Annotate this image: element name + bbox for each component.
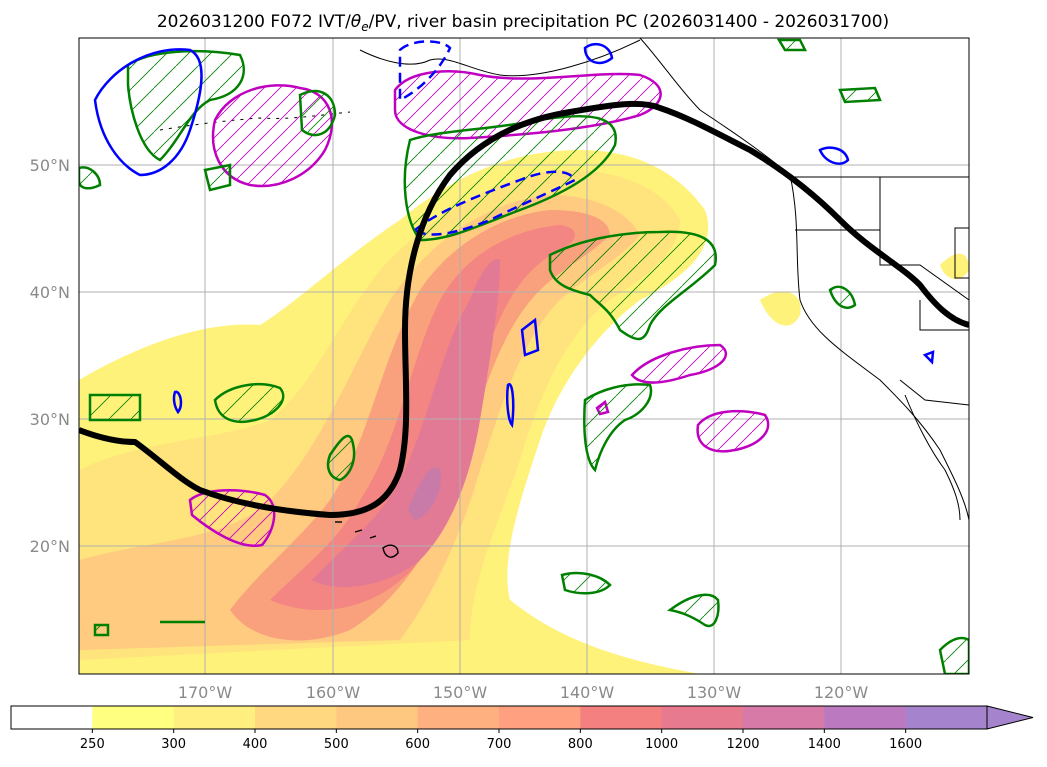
lat-tick-label: 20°N [30,537,70,556]
lon-tick-label: 130°W [687,683,742,702]
state-border-az [919,300,969,331]
colorbar-label: 1600 [889,737,922,752]
colorbar-segment [11,706,93,729]
colorbar-label: 800 [568,737,593,752]
pv-blue-mid [520,317,540,357]
lat-tick-labels: 20°N 30°N 40°N 50°N [30,156,70,556]
precip-region-mid-pacific-east [630,343,727,384]
pv-blue-small-east [922,350,935,365]
colorbar-segment [824,706,907,729]
pv-green-aleutian [126,49,245,162]
lat-tick-label: 50°N [30,156,70,175]
state-box [954,227,969,279]
pv-green-south [560,571,612,595]
pv-green-top [776,38,808,52]
colorbar-segment [905,706,988,729]
colorbar-segment [743,706,825,729]
colorbar-segment [255,706,337,729]
colorbar-segment [661,706,744,729]
pv-contours-green [79,38,969,674]
north-america-coastline [639,38,969,521]
pv-blue-canada [818,146,850,165]
colorbar-label: 1200 [726,737,759,752]
pv-green-subtropical [583,383,653,473]
oahu [354,529,363,533]
lat-tick-label: 40°N [30,283,70,302]
colorbar-segment [580,706,663,729]
pv-green-east-pacific [548,230,717,341]
pv-green-small-sw [93,623,110,637]
colorbar-label: 1000 [645,737,678,752]
lon-tick-label: 120°W [814,683,869,702]
colorbar-segment [173,706,256,729]
pv-blue-mid-south [505,383,515,429]
pv-green-aleutian-east [298,89,337,137]
big-island [382,544,399,558]
colorbar-label: 1400 [808,737,841,752]
pv-green-west-box [88,393,142,422]
colorbar-extend-max [986,705,1034,730]
pv-blue-aleutian [93,48,203,177]
pv-green-california [828,285,857,309]
colorbar-segment [92,706,175,729]
map-area [79,38,969,674]
pv-green-corner [938,636,969,674]
lon-tick-label: 140°W [560,683,615,702]
figure-title: 2026031200 F072 IVT/θe/PV, river basin p… [157,12,889,34]
ivt-band-1100 [312,259,500,588]
baja-california [904,394,961,521]
map-frame [78,37,970,675]
lon-tick-label: 160°W [306,683,361,702]
maui [369,535,377,539]
pv-green-small-nw [203,163,232,192]
colorbar-label: 600 [405,737,430,752]
colorbar: 250 300 400 500 600 700 800 1000 1200 1400 1600 [10,705,1034,752]
lon-tick-labels: 170°W 160°W 150°W 140°W 130°W 120°W [178,683,869,702]
ivt-band-250-patch [760,291,801,326]
pv-blue-dashed-central [412,170,577,236]
lon-tick-label: 170°W [178,683,233,702]
pv-green-near-hawaii [326,434,356,482]
pv-green-west-edge [79,166,102,190]
theta-e-contour [79,100,969,518]
lat-tick-label: 30°N [30,410,70,429]
pv-contours-blue [93,40,935,429]
colorbar-segment [417,706,500,729]
pv-green-canada [838,86,882,104]
lon-tick-label: 150°W [433,683,488,702]
pv-green-south-east [667,593,720,628]
pv-green-west-blob [213,382,285,424]
colorbar-label: 250 [80,737,105,752]
colorbar-segment [336,706,419,729]
ivt-band-900 [270,225,575,611]
pv-blue-west [172,390,183,415]
colorbar-label: 400 [243,737,268,752]
colorbar-label: 300 [161,737,186,752]
hawaii-islands [335,521,399,558]
colorbar-label: 700 [487,737,512,752]
pv-blue-dashed-north [398,40,452,103]
colorbar-segment [499,706,581,729]
pv-blue-top [583,42,614,65]
colorbar-label: 500 [324,737,349,752]
precip-region-off-california [696,409,770,453]
ivt-band-1300 [408,467,441,520]
us-mexico-border [899,379,969,406]
